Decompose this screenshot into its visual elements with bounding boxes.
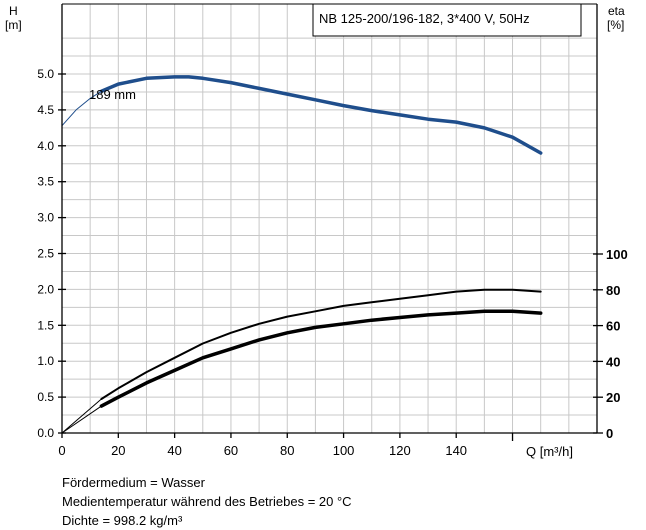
curve-series-0 [61, 90, 102, 127]
curve-series-4 [61, 405, 102, 434]
y-right-tick-label: 0 [606, 426, 613, 441]
y-right-tick-label: 100 [606, 247, 628, 262]
y-right-tick-label: 60 [606, 319, 620, 334]
curve-series-5 [99, 309, 543, 408]
y-left-tick-label: 0.0 [37, 426, 54, 440]
title-box [312, 3, 582, 37]
note-temperature: Medientemperatur während des Betriebes =… [62, 494, 352, 509]
y-left-tick-label: 0.5 [37, 390, 54, 404]
y-left-tick-label: 5.0 [37, 67, 54, 81]
grid-lines [62, 4, 597, 433]
x-tick-label: 80 [280, 443, 294, 458]
x-axis-label: Q [m³/h] [526, 444, 573, 459]
x-tick-label: 100 [333, 443, 355, 458]
medium-notes: Fördermedium = Wasser Medientemperatur w… [62, 473, 352, 530]
note-medium: Fördermedium = Wasser [62, 475, 205, 490]
pump-curve-chart: 0.0 0.5 1.0 1.5 2.0 2.5 3.0 3.5 4.0 4.5 5.0 0 20 40 60… [5, 3, 628, 459]
y-left-tick-label: 3.0 [37, 211, 54, 225]
x-tick-label: 20 [111, 443, 125, 458]
curve-series [61, 75, 543, 434]
y-left-tick-label: 3.5 [37, 175, 54, 189]
y-right-label-1: eta [608, 4, 625, 18]
y-left-label-2: [m] [5, 18, 22, 32]
y-right-tick-label: 20 [606, 390, 620, 405]
y-right-tick-label: 40 [606, 354, 620, 369]
y-left-tick-label: 2.5 [37, 247, 54, 261]
x-tick-label: 120 [389, 443, 411, 458]
curve-series-3 [100, 288, 542, 400]
chart-title: NB 125-200/196-182, 3*400 V, 50Hz [319, 11, 530, 26]
note-density: Dichte = 998.2 kg/m³ [62, 513, 183, 528]
y-left-tick-label: 1.0 [37, 354, 54, 368]
y-left-tick-label: 2.0 [37, 282, 54, 296]
curve-series-1 [99, 75, 543, 155]
x-tick-label: 60 [224, 443, 238, 458]
x-tick-label: 0 [58, 443, 65, 458]
y-left-tick-label: 4.5 [37, 103, 54, 117]
y-left-tick-label: 4.0 [37, 139, 54, 153]
impeller-diameter-label: 189 mm [89, 87, 136, 102]
y-left-label-1: H [9, 4, 18, 18]
y-left-tick-label: 1.5 [37, 318, 54, 332]
x-tick-label: 140 [445, 443, 467, 458]
curve-series-2 [61, 398, 102, 434]
y-right-label-2: [%] [607, 18, 624, 32]
tick-labels: 0.0 0.5 1.0 1.5 2.0 2.5 3.0 3.5 4.0 4.5 5.0 0 20 40 60… [37, 67, 627, 458]
y-right-tick-label: 80 [606, 283, 620, 298]
x-tick-label: 40 [167, 443, 181, 458]
